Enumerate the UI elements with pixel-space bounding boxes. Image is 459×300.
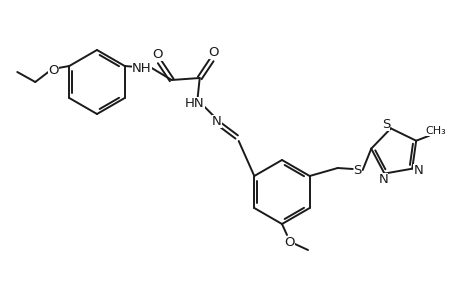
Text: O: O bbox=[152, 47, 162, 61]
Text: NH: NH bbox=[132, 61, 151, 74]
Text: S: S bbox=[381, 118, 389, 131]
Text: O: O bbox=[48, 64, 58, 76]
Text: CH₃: CH₃ bbox=[425, 126, 446, 136]
Text: O: O bbox=[284, 236, 295, 248]
Text: N: N bbox=[413, 164, 422, 177]
Text: O: O bbox=[208, 46, 218, 59]
Text: N: N bbox=[378, 173, 387, 186]
Text: N: N bbox=[212, 115, 221, 128]
Text: S: S bbox=[353, 164, 361, 176]
Text: HN: HN bbox=[185, 97, 204, 110]
